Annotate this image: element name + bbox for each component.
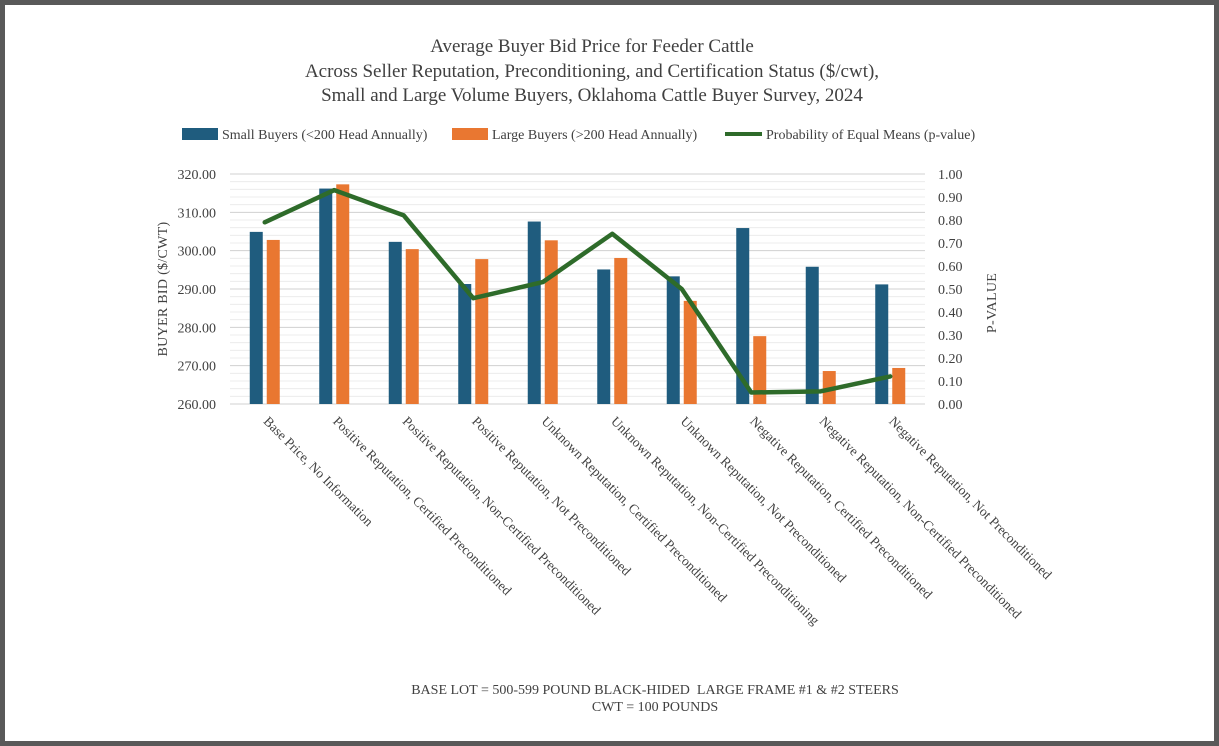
bar-small-buyers	[458, 284, 472, 404]
y-tick-label: 290.00	[178, 283, 217, 298]
legend-label-large-buyers: Large Buyers (>200 Head Annually)	[492, 128, 697, 143]
bar-small-buyers	[666, 276, 680, 404]
p-value-line	[262, 187, 893, 395]
bar-large-buyers	[405, 249, 419, 404]
legend-label-small-buyers: Small Buyers (<200 Head Annually)	[222, 128, 428, 143]
y2-tick-label: 0.60	[938, 260, 963, 275]
gridlines	[230, 173, 925, 405]
y2-axis-label: P-VALUE	[985, 273, 1000, 333]
title-line-3: Small and Large Volume Buyers, Oklahoma …	[321, 85, 863, 106]
y-tick-label: 320.00	[178, 168, 217, 183]
bar-large-buyers	[475, 259, 489, 404]
y2-tick-label: 0.20	[938, 352, 963, 367]
bar-small-buyers	[805, 266, 819, 404]
bar-large-buyers	[544, 240, 558, 404]
bar-large-buyers	[614, 257, 628, 404]
bar-small-buyers	[597, 269, 611, 404]
title-line-1: Average Buyer Bid Price for Feeder Cattl…	[430, 36, 754, 57]
bar-small-buyers	[736, 228, 750, 404]
legend: Small Buyers (<200 Head Annually) Large …	[182, 128, 976, 143]
y2-tick-label: 0.30	[938, 329, 963, 344]
bar-small-buyers	[319, 188, 333, 404]
bar-small-buyers	[527, 221, 541, 404]
bar-large-buyers	[336, 184, 350, 404]
legend-swatch-small-buyers	[182, 128, 218, 140]
footnote-line-2: CWT = 100 POUNDS	[592, 700, 718, 715]
y-tick-label: 270.00	[178, 360, 217, 375]
bar-large-buyers	[266, 239, 280, 404]
y-tick-label: 260.00	[178, 398, 217, 413]
y2-tick-label: 0.10	[938, 375, 963, 390]
bar-large-buyers	[753, 336, 767, 404]
bar-large-buyers	[892, 367, 906, 404]
bar-small-buyers	[388, 241, 402, 404]
right-axis-ticks: 0.00 0.10 0.20 0.30 0.40 0.50 0.60 0.70 0.80 0.90…	[938, 168, 963, 413]
bar-small-buyers	[875, 284, 889, 404]
left-axis-ticks: 260.00 270.00 280.00 290.00 300.00 310.00 320.…	[178, 168, 217, 413]
y-tick-label: 280.00	[178, 321, 217, 336]
y-tick-label: 310.00	[178, 206, 217, 221]
y2-tick-label: 0.70	[938, 237, 963, 252]
footnote-line-1: BASE LOT = 500-599 POUND BLACK-HIDED LAR…	[411, 683, 899, 698]
legend-label-p-value: Probability of Equal Means (p-value)	[766, 128, 976, 143]
bar-large-buyers	[683, 300, 697, 404]
y2-tick-label: 0.00	[938, 398, 963, 413]
y2-tick-label: 0.90	[938, 191, 963, 206]
y2-tick-label: 0.40	[938, 306, 963, 321]
y2-tick-label: 0.80	[938, 214, 963, 229]
footnote: BASE LOT = 500-599 POUND BLACK-HIDED LAR…	[411, 683, 899, 715]
bar-small-buyers	[249, 231, 263, 404]
chart-title: Average Buyer Bid Price for Feeder Cattl…	[305, 36, 879, 106]
y2-tick-label: 1.00	[938, 168, 963, 183]
y-tick-label: 300.00	[178, 245, 217, 260]
legend-swatch-large-buyers	[452, 128, 488, 140]
y-axis-label: BUYER BID ($/CWT)	[156, 221, 171, 356]
title-line-2: Across Seller Reputation, Preconditionin…	[305, 61, 879, 82]
p-value-series-line	[262, 187, 893, 395]
y2-tick-label: 0.50	[938, 283, 963, 298]
bars	[249, 184, 906, 404]
